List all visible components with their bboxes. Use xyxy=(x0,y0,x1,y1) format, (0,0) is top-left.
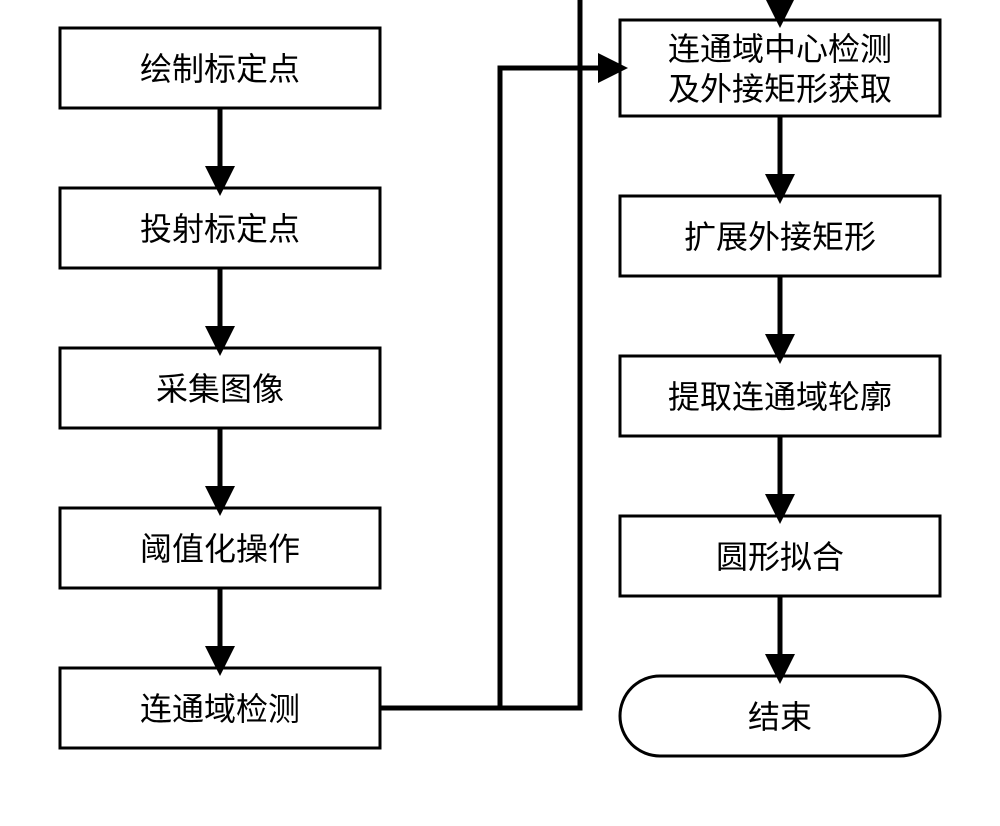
node-label: 圆形拟合 xyxy=(716,539,844,575)
flow-node-n6: 连通域中心检测及外接矩形获取 xyxy=(620,20,940,116)
flow-node-n9: 圆形拟合 xyxy=(620,516,940,596)
node-label: 及外接矩形获取 xyxy=(668,71,892,107)
node-label: 连通域检测 xyxy=(140,691,300,727)
node-label: 阈值化操作 xyxy=(140,531,300,567)
flow-edge-elbow xyxy=(380,68,608,708)
flow-node-n8: 提取连通域轮廓 xyxy=(620,356,940,436)
node-label: 结束 xyxy=(748,699,812,735)
flow-node-n3: 采集图像 xyxy=(60,348,380,428)
flowchart-svg: 绘制标定点投射标定点采集图像阈值化操作连通域检测连通域中心检测及外接矩形获取扩展… xyxy=(0,0,1000,826)
node-label: 提取连通域轮廓 xyxy=(668,379,892,415)
node-label: 采集图像 xyxy=(156,371,284,407)
node-label: 连通域中心检测 xyxy=(668,31,892,67)
flow-node-n1: 绘制标定点 xyxy=(60,28,380,108)
flow-node-n10: 结束 xyxy=(620,676,940,756)
node-label: 投射标定点 xyxy=(140,211,300,247)
flow-node-n4: 阈值化操作 xyxy=(60,508,380,588)
flow-node-n5: 连通域检测 xyxy=(60,668,380,748)
node-label: 绘制标定点 xyxy=(140,51,300,87)
node-label: 扩展外接矩形 xyxy=(684,219,876,255)
flow-node-n2: 投射标定点 xyxy=(60,188,380,268)
flow-node-n7: 扩展外接矩形 xyxy=(620,196,940,276)
flowchart-container: 绘制标定点投射标定点采集图像阈值化操作连通域检测连通域中心检测及外接矩形获取扩展… xyxy=(0,0,1000,826)
